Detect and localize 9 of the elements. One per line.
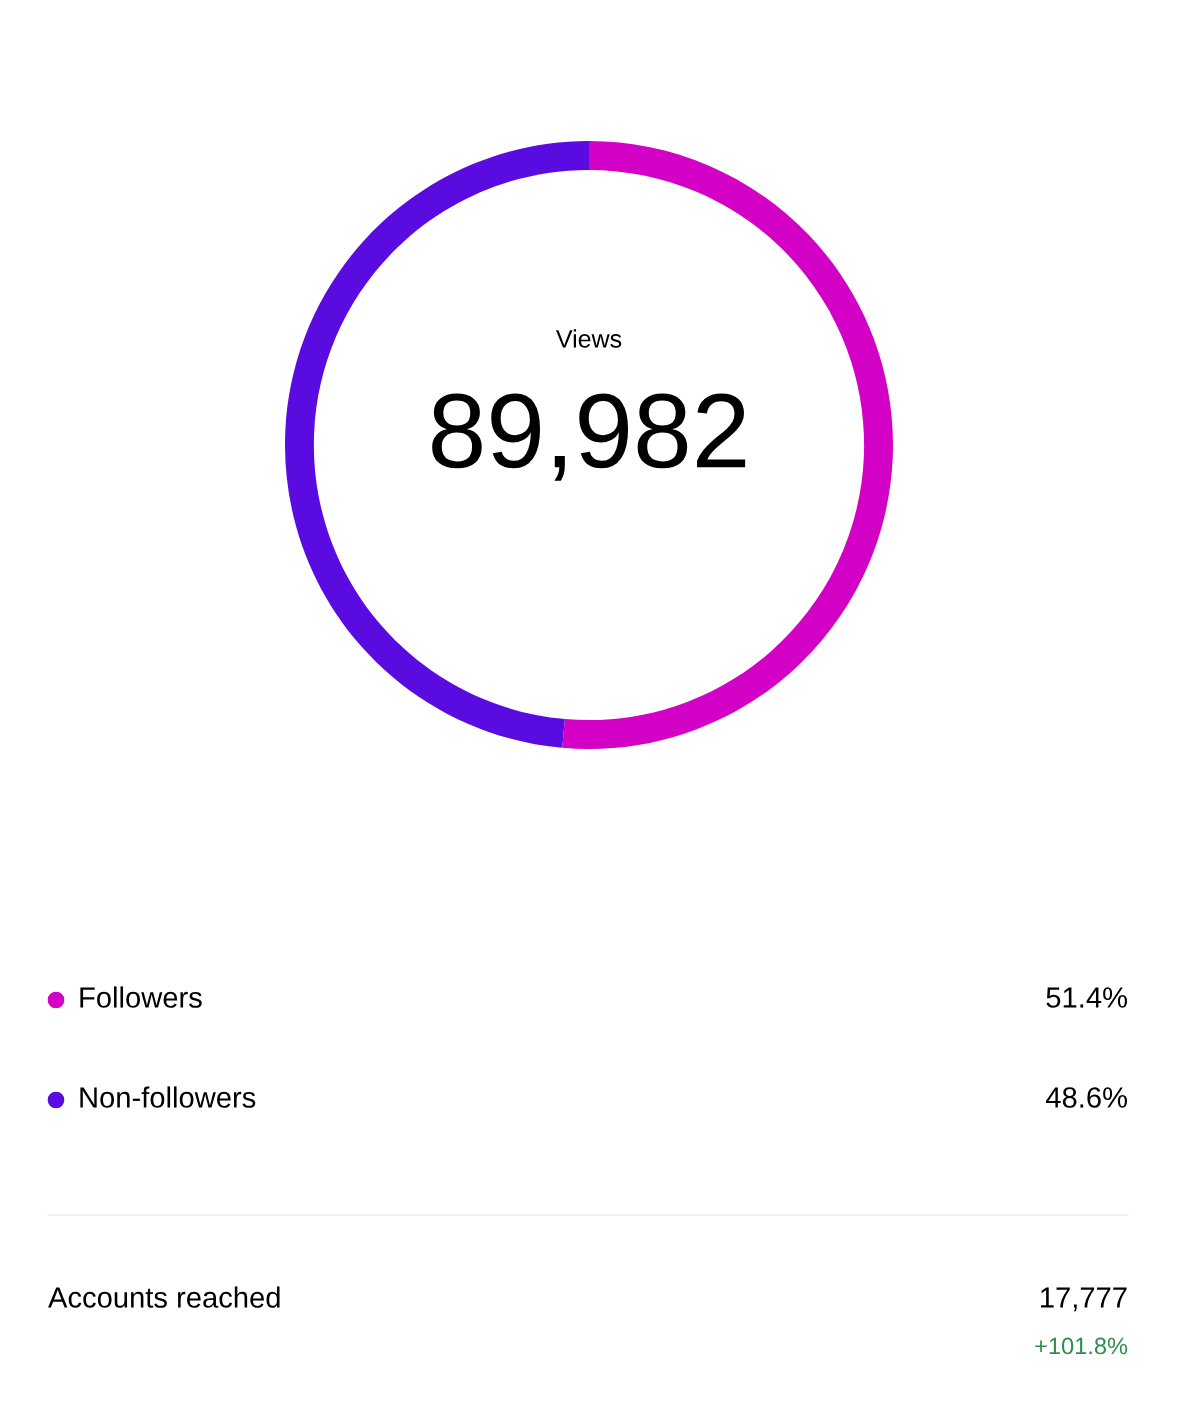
text: 17,777 bbox=[1041, 1287, 1127, 1312]
text: +101.8% bbox=[1035, 1337, 1128, 1355]
text: Accounts reached bbox=[48, 1286, 280, 1308]
text: Views bbox=[555, 329, 622, 348]
legend-label: Followers bbox=[80, 986, 202, 1008]
legend-label: Non-followers bbox=[80, 1086, 256, 1108]
text: 89,982 bbox=[432, 393, 746, 481]
data-label: 48.6% bbox=[1045, 1087, 1127, 1108]
data-label: 51.4% bbox=[1046, 987, 1127, 1008]
